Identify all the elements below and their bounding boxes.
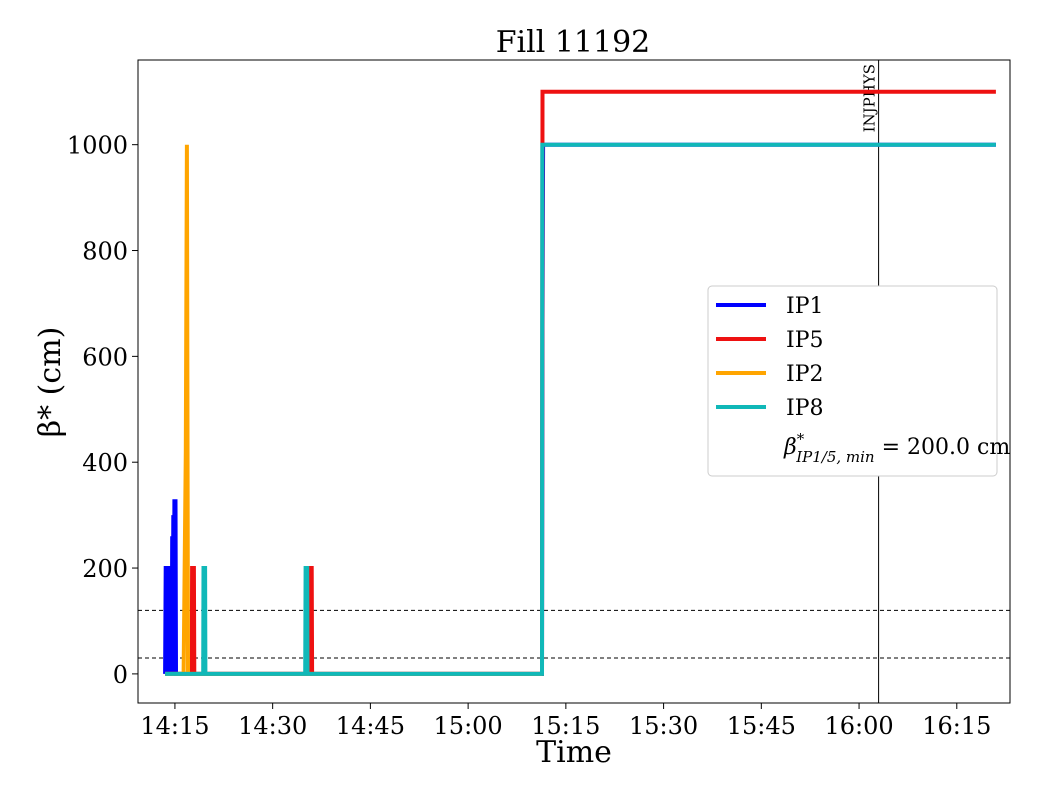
y-axis-label-text: β* (cm) xyxy=(33,327,68,438)
plot-frame xyxy=(137,59,1011,704)
x-axis-ticks: 14:15 14:30 14:45 15:00 15:15 15:30 15:45 16:00… xyxy=(140,703,991,740)
legend-label-ip1: IP1 xyxy=(786,294,824,319)
legend-beta-value: = 200.0 cm xyxy=(875,435,1011,460)
x-tick-label: 15:30 xyxy=(629,712,698,740)
y-tick-label: 400 xyxy=(82,449,128,477)
legend-beta-symbol: β xyxy=(783,435,797,460)
legend-items: IP1 IP5 IP2 IP8 xyxy=(716,294,824,421)
y-tick-label: 600 xyxy=(82,343,128,371)
y-tick-label: 200 xyxy=(82,555,128,583)
legend-label-ip2: IP2 xyxy=(786,362,824,387)
series-line-ip2 xyxy=(165,144,542,676)
legend-label-ip8: IP8 xyxy=(786,396,824,421)
series-lines xyxy=(163,89,996,676)
y-axis-ticks: 0 200 400 600 800 1000 xyxy=(67,132,138,689)
x-tick-label: 14:30 xyxy=(238,712,307,740)
y-tick-label: 800 xyxy=(82,238,128,266)
x-axis-label: Time xyxy=(536,735,612,770)
plot-area xyxy=(137,59,1011,704)
y-tick-label: 0 xyxy=(113,661,128,689)
x-tick-label: 15:00 xyxy=(434,712,503,740)
legend-beta-sup: * xyxy=(797,430,805,448)
chart-title: Fill 11192 xyxy=(496,25,651,60)
x-tick-label: 16:00 xyxy=(824,712,893,740)
legend-beta-sub: IP1/5, min xyxy=(795,448,874,466)
x-tick-label: 16:15 xyxy=(922,712,991,740)
x-tick-label: 15:45 xyxy=(727,712,796,740)
x-tick-label: 14:15 xyxy=(140,712,209,740)
x-tick-label: 14:45 xyxy=(336,712,405,740)
legend-beta-min: β* IP1/5, min = 200.0 cm xyxy=(783,430,1010,466)
legend-box xyxy=(707,285,998,477)
y-axis-label: β* (cm) xyxy=(33,327,68,438)
series-line-ip8 xyxy=(165,142,996,676)
y-tick-label: 1000 xyxy=(67,132,128,160)
x-tick-label: 15:15 xyxy=(531,712,600,740)
mode-change-label: INJPHYS xyxy=(861,64,879,132)
legend: IP1 IP5 IP2 IP8 β* IP1/5, min = 200.0 cm xyxy=(707,285,1010,477)
legend-label-ip5: IP5 xyxy=(786,328,824,353)
